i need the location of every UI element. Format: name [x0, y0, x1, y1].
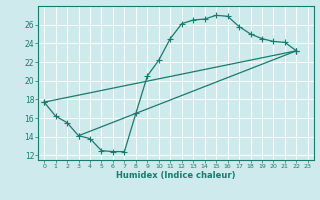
X-axis label: Humidex (Indice chaleur): Humidex (Indice chaleur) [116, 171, 236, 180]
